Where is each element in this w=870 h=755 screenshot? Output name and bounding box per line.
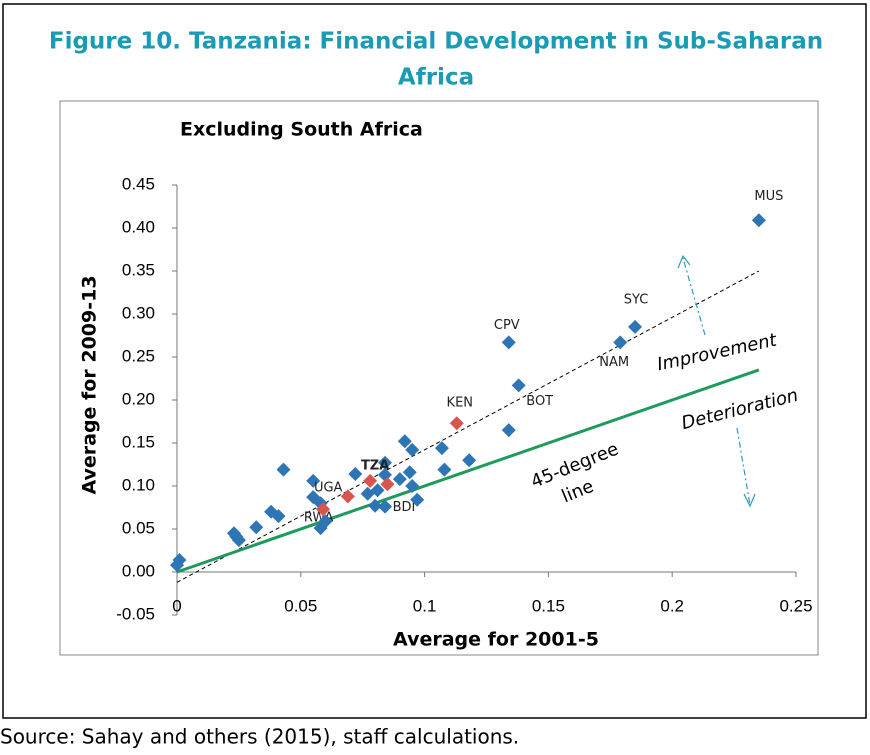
y-tick-label: 0.15 [122, 432, 155, 451]
annotation: Improvement [655, 329, 779, 375]
data-point [397, 434, 412, 449]
data-point [318, 514, 333, 529]
arrow-down [736, 427, 751, 506]
reference-line [176, 368, 760, 574]
x-tick-label: 0.25 [779, 596, 812, 615]
figure-border [2, 3, 867, 719]
annotation-arrows [677, 254, 756, 508]
data-point [363, 473, 378, 488]
source-note: Source: Sahay and others (2015), staff c… [0, 725, 519, 749]
data-point [501, 423, 516, 438]
data-point [449, 416, 464, 431]
data-point [249, 520, 264, 535]
y-tick-label: 0.35 [122, 260, 155, 279]
x-tick-label: 0.15 [532, 596, 565, 615]
arrow-head [743, 493, 756, 508]
data-point [410, 492, 425, 507]
data-point [377, 455, 392, 470]
y-tick-label: 0.45 [122, 174, 155, 193]
y-tick-label: 0.05 [122, 518, 155, 537]
data-point [511, 378, 526, 393]
data-point [462, 453, 477, 468]
y-tick-label: 0.10 [122, 475, 155, 494]
data-point [276, 462, 291, 477]
x-tick-label: 0 [172, 596, 181, 615]
data-point [306, 473, 321, 488]
data-point [628, 319, 643, 334]
data-point [172, 552, 187, 567]
point-label: UGA [314, 481, 343, 496]
data-point [340, 489, 355, 504]
point-label: SYC [624, 292, 649, 307]
point-label: KEN [447, 396, 473, 411]
title-line: Figure 10. Tanzania: Financial Developme… [49, 29, 823, 55]
data-point [751, 213, 766, 228]
data-point [380, 477, 395, 492]
y-tick-label: 0.30 [122, 303, 155, 322]
data-point [434, 441, 449, 456]
data-point [271, 509, 286, 524]
data-point [348, 466, 363, 481]
x-tick-label: 0.1 [413, 596, 437, 615]
x-axis-title: Average for 2001-5 [393, 629, 599, 651]
y-tick-label: 0.40 [122, 217, 155, 236]
chart-border [59, 100, 819, 656]
data-point [368, 498, 383, 513]
data-point [613, 335, 628, 350]
y-tick-label: 0.25 [122, 346, 155, 365]
y-tick-label: 0.20 [122, 389, 155, 408]
data-point [501, 335, 516, 350]
data-point [231, 533, 246, 548]
data-point [402, 465, 417, 480]
y-tick-label: -0.05 [116, 604, 155, 623]
x-tick-label: 0.05 [284, 596, 317, 615]
point-label: BOT [526, 394, 553, 409]
arrow-up [682, 257, 706, 336]
title-line: Africa [398, 65, 474, 91]
point-label: BDI [393, 500, 416, 515]
data-point [377, 499, 392, 514]
point-label: CPV [494, 318, 520, 333]
arrow-head [677, 254, 691, 269]
data-point [405, 479, 420, 493]
x-tick-label: 0.2 [660, 596, 684, 615]
subtitle: Excluding South Africa [180, 119, 423, 141]
trend-line [176, 270, 760, 583]
data-point [405, 442, 420, 457]
y-axis-title: Average for 2009-13 [79, 275, 101, 494]
point-label: NAM [599, 355, 629, 370]
plot-area: -0.050.000.050.100.150.200.250.300.350.4… [116, 174, 812, 623]
point-label: TZA [361, 458, 389, 473]
data-point [437, 462, 452, 477]
data-point [392, 472, 407, 487]
point-label: MUS [754, 189, 783, 204]
y-tick-label: 0.00 [122, 561, 155, 580]
data-point [316, 502, 331, 517]
data-point [370, 483, 385, 498]
